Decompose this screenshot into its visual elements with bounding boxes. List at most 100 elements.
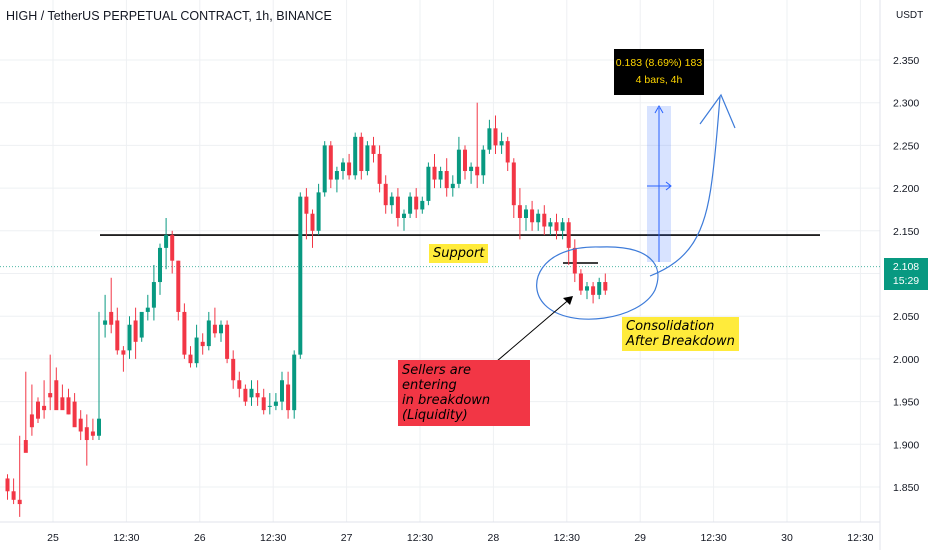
sellers-arrow-head xyxy=(563,296,573,305)
candle-body xyxy=(267,405,272,407)
candle-body xyxy=(29,414,34,428)
candle-body xyxy=(151,282,156,308)
candle-body xyxy=(292,354,297,411)
candle-body xyxy=(66,397,71,415)
candle-body xyxy=(481,149,486,176)
candle-body xyxy=(530,209,535,223)
candle-body xyxy=(280,380,284,402)
candle-body xyxy=(231,358,236,381)
consolidation-circle xyxy=(536,246,659,320)
candle-body xyxy=(298,196,303,355)
currency-label: USDT xyxy=(896,10,924,21)
y-tick-label: 2.200 xyxy=(893,183,919,195)
candle-body xyxy=(505,141,510,163)
x-tick-label: 12:30 xyxy=(113,532,139,544)
candle-body xyxy=(133,320,138,342)
chart-title: HIGH / TetherUS PERPETUAL CONTRACT, 1h, … xyxy=(6,9,332,23)
candle-body xyxy=(487,128,492,150)
y-tick-label: 2.000 xyxy=(893,354,919,366)
candle-body xyxy=(542,213,547,227)
candle-body xyxy=(206,320,211,347)
y-tick-label: 2.150 xyxy=(893,226,919,238)
candle-body xyxy=(536,213,541,223)
candle-body xyxy=(591,286,596,295)
last-price: 2.108 xyxy=(892,261,920,273)
candle-body xyxy=(261,397,266,411)
candle-body xyxy=(243,388,248,402)
candle-body xyxy=(225,324,230,359)
candle-body xyxy=(469,166,474,172)
candle-body xyxy=(456,149,461,184)
candle-body xyxy=(109,311,114,325)
candle-body xyxy=(463,149,467,172)
measure-tooltip: 0.183 (8.69%) 183 4 bars, 4h xyxy=(614,49,704,95)
candle-body xyxy=(334,171,339,180)
sellers-label: Sellers are entering in breakdown (Liqui… xyxy=(398,360,530,426)
measure-duration: 4 bars, 4h xyxy=(635,74,683,86)
x-tick-label: 12:30 xyxy=(847,532,873,544)
candle-body xyxy=(158,247,162,283)
y-tick-label: 1.950 xyxy=(893,397,919,409)
x-tick-label: 12:30 xyxy=(554,532,580,544)
candle-body xyxy=(341,162,345,172)
x-tick-label: 27 xyxy=(341,532,353,544)
candle-body xyxy=(597,282,602,295)
candle-body xyxy=(164,235,169,248)
consolidation-label: Consolidation After Breakdown xyxy=(622,317,739,351)
candle-body xyxy=(383,183,388,206)
candle-body xyxy=(548,222,553,227)
candle-body xyxy=(36,401,40,419)
candle-body xyxy=(359,136,364,172)
candle-body xyxy=(493,128,498,146)
y-tick-label: 2.350 xyxy=(893,55,919,67)
measure-change: 0.183 (8.69%) 183 xyxy=(615,57,703,69)
projection-swoop xyxy=(649,96,721,277)
y-tick-label: 2.050 xyxy=(893,311,919,323)
candle-body xyxy=(389,196,394,206)
candle-body xyxy=(237,380,242,389)
x-tick-label: 12:30 xyxy=(260,532,286,544)
candle-body xyxy=(499,141,504,146)
candle-body xyxy=(145,307,150,312)
swoop-arrow-head xyxy=(699,93,736,129)
candle-body xyxy=(450,183,455,189)
candle-body xyxy=(127,324,132,351)
x-tick-label: 29 xyxy=(634,532,646,544)
consolidation-line-2: After Breakdown xyxy=(626,334,735,349)
candle-body xyxy=(60,397,65,411)
candle-body xyxy=(328,145,333,180)
sellers-line-1: Sellers are entering xyxy=(402,363,472,393)
candle-body xyxy=(139,311,144,338)
candle-body xyxy=(438,171,443,180)
candle-body xyxy=(517,205,522,218)
candle-body xyxy=(212,324,217,334)
candle-body xyxy=(5,478,10,492)
consolidation-line-1: Consolidation xyxy=(626,319,715,334)
candle-body xyxy=(402,213,406,218)
candle-body xyxy=(578,273,583,291)
candle-body xyxy=(84,427,89,441)
candle-body xyxy=(365,145,370,172)
candle-body xyxy=(182,311,187,355)
x-tick-label: 26 xyxy=(194,532,206,544)
candle-body xyxy=(90,431,95,436)
candle-body xyxy=(420,200,425,210)
projection-arrow-head xyxy=(654,104,664,114)
candle-body xyxy=(585,286,589,291)
y-tick-label: 1.900 xyxy=(893,439,919,451)
candle-body xyxy=(48,393,53,398)
candle-body xyxy=(273,401,278,406)
candle-body xyxy=(194,337,199,364)
candle-body xyxy=(200,341,205,347)
candle-body xyxy=(560,222,565,231)
candle-body xyxy=(121,350,126,355)
candle-body xyxy=(524,209,528,218)
candle-body xyxy=(572,247,577,274)
candle-body xyxy=(97,418,101,436)
candle-body xyxy=(78,418,83,432)
candle-body xyxy=(432,166,437,180)
sellers-line-3: (Liquidity) xyxy=(402,408,468,423)
candle-body xyxy=(511,162,516,206)
candle-body xyxy=(426,166,431,201)
